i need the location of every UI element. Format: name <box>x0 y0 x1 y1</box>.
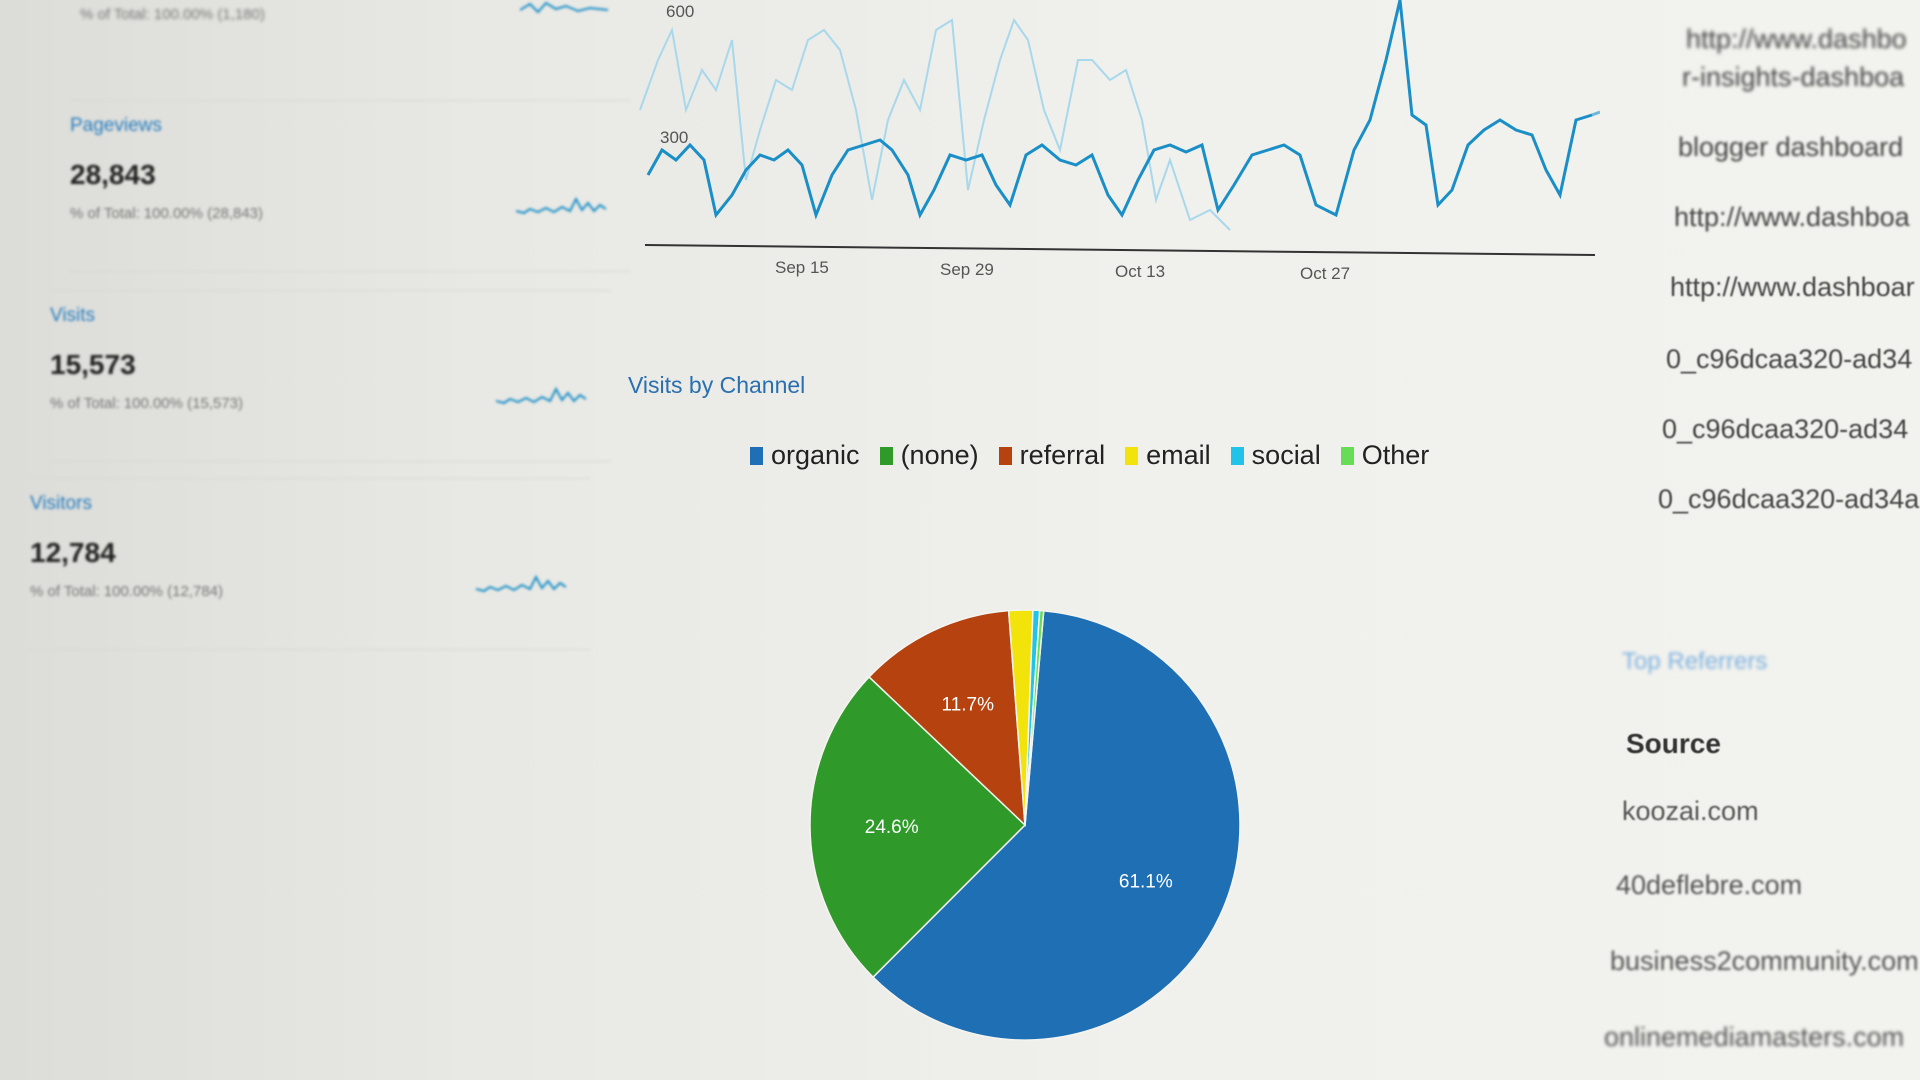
metric-top-subtitle: % of Total: 100.00% (1,180) <box>80 6 265 23</box>
legend-label: referral <box>1019 440 1106 470</box>
page-url-link[interactable]: http://www.dashboar <box>1670 272 1915 302</box>
sparkline <box>516 196 606 215</box>
x-tick-label: Sep 15 <box>775 258 829 277</box>
pie-legend: organic (none) referral email social Other <box>750 440 1429 471</box>
visits-by-channel-pie[interactable]: 61.1% 24.6% 11.7% <box>800 520 1260 1080</box>
pie-slice-label: 61.1% <box>1119 871 1173 892</box>
metric-value: 15,573 <box>50 349 136 380</box>
metric-label: Visits <box>50 305 96 326</box>
sparkline <box>520 1 609 14</box>
referrer-source-link[interactable]: business2community.com <box>1610 946 1919 976</box>
legend-item[interactable]: email <box>1125 440 1211 471</box>
metric-label: Visitors <box>30 493 92 514</box>
metric-label: Pageviews <box>70 115 162 136</box>
sparkline <box>496 386 586 405</box>
legend-swatch <box>1125 446 1139 465</box>
referrer-source-link[interactable]: koozai.com <box>1622 796 1759 826</box>
legend-swatch <box>879 446 893 465</box>
sparkline <box>476 574 566 593</box>
legend-item[interactable]: referral <box>998 440 1106 471</box>
metric-subtitle: % of Total: 100.00% (15,573) <box>50 395 244 412</box>
right-column: http://www.dashbo r-insights-dashboa blo… <box>1630 0 1920 1080</box>
metric-card-visits[interactable]: Visits 15,573 % of Total: 100.00% (15,573… <box>50 290 610 462</box>
pie-slice-none[interactable] <box>809 675 1027 979</box>
pie-slice-label: 24.6% <box>865 817 919 838</box>
legend-swatch <box>1230 446 1244 465</box>
metric-subtitle: % of Total: 100.00% (12,784) <box>30 583 224 600</box>
legend-item[interactable]: Other <box>1340 440 1430 471</box>
metric-subtitle: % of Total: 100.00% (28,843) <box>70 205 264 222</box>
legend-item[interactable]: organic <box>750 440 860 471</box>
metric-value: 28,843 <box>70 159 156 190</box>
top-referrers-title: Top Referrers <box>1622 648 1768 675</box>
legend-label: social <box>1251 440 1321 470</box>
page-url-link[interactable]: 0_c96dcaa320-ad34 <box>1666 344 1913 374</box>
page-url-link[interactable]: http://www.dashboa <box>1674 202 1910 232</box>
legend-label: organic <box>771 440 860 470</box>
legend-swatch <box>1340 446 1354 465</box>
page-url-link[interactable]: r-insights-dashboa <box>1682 62 1905 92</box>
legend-swatch <box>998 446 1012 465</box>
y-tick-label: 600 <box>666 2 695 21</box>
page-url-link[interactable]: blogger dashboard <box>1678 132 1904 162</box>
line-series-current-tail <box>1591 110 1600 117</box>
line-chart-plot <box>639 0 1600 256</box>
page-url-link[interactable]: 0_c96dcaa320-ad34a <box>1658 484 1920 514</box>
legend-item[interactable]: social <box>1230 440 1321 471</box>
x-tick-label: Sep 29 <box>940 260 994 279</box>
page-url-link[interactable]: http://www.dashbo <box>1686 24 1907 54</box>
x-tick-label: Oct 13 <box>1115 262 1166 281</box>
metric-card-visitors[interactable]: Visitors 12,784 % of Total: 100.00% (12,7… <box>30 478 590 650</box>
pie-slice-Other[interactable] <box>1024 609 1045 826</box>
source-column-header: Source <box>1626 728 1721 759</box>
y-tick-label: 300 <box>660 128 689 147</box>
x-tick-label: Oct 27 <box>1300 264 1351 283</box>
legend-label: email <box>1146 440 1211 470</box>
pie-slice-referral[interactable] <box>868 609 1026 827</box>
legend-item[interactable]: (none) <box>879 440 979 471</box>
referrer-source-link[interactable]: onlinemediamasters.com <box>1604 1022 1905 1052</box>
line-series-current <box>646 0 1593 220</box>
metric-value: 12,784 <box>30 537 116 568</box>
legend-label: (none) <box>900 440 979 470</box>
page-url-link[interactable]: 0_c96dcaa320-ad34 <box>1662 414 1909 444</box>
x-axis-line <box>644 244 1596 256</box>
referrer-source-link[interactable]: 40deflebre.com <box>1616 870 1803 900</box>
legend-label: Other <box>1361 440 1430 470</box>
pie-slice-label: 11.7% <box>942 695 995 716</box>
metric-card-pageviews[interactable]: Pageviews 28,843 % of Total: 100.00% (28,… <box>70 100 630 272</box>
pie-slice-organic[interactable] <box>872 610 1241 1041</box>
legend-swatch <box>750 446 763 465</box>
metrics-panel: % of Total: 100.00% (1,180) Pageviews 28… <box>0 0 630 1080</box>
visits-line-chart[interactable]: 600 300 Sep 15 Sep 29 Oct 13 Oct 27 <box>620 0 1600 300</box>
pie-chart-title: Visits by Channel <box>628 372 806 398</box>
line-series-previous <box>639 17 1231 231</box>
